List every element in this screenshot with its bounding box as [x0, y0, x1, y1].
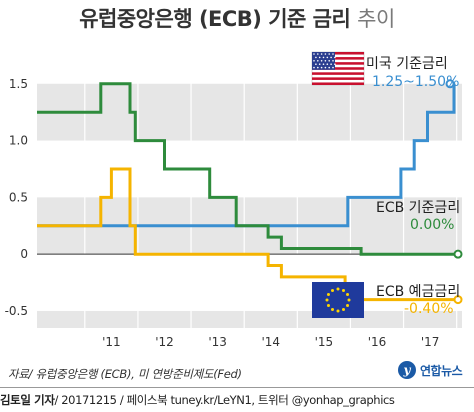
title-main: 유럽중앙은행 (ECB) 기준 금리 [79, 7, 351, 31]
eu-star [326, 304, 330, 307]
reporter-name: 김토일 기자 [0, 393, 55, 407]
title-suffix: 추이 [357, 7, 395, 31]
flag-star [320, 66, 323, 69]
x-tick-label: '16 [368, 335, 387, 349]
flag-stripe [312, 72, 364, 75]
flag-stripe [312, 77, 364, 80]
chart-title: 유럽중앙은행 (ECB) 기준 금리 추이 [0, 6, 474, 32]
flag-star [332, 60, 334, 62]
eu-star [325, 298, 329, 302]
gray-band [37, 83, 462, 141]
y-tick-label: 0.5 [9, 190, 28, 204]
flag-star [313, 53, 315, 55]
x-tick-label: '12 [155, 335, 174, 349]
credit-details: / 20171215 / 페이스북 tuney.kr/LeYN1, 트위터 @y… [54, 393, 395, 407]
y-axis-ticks: 1.5 1.0 0.5 0 -0.5 [5, 77, 28, 318]
eu-star [342, 288, 345, 292]
eu-flag-icon [312, 282, 364, 318]
eu-star [347, 298, 351, 302]
series-end-dot [453, 249, 463, 259]
yonhap-logo-icon: y [398, 361, 416, 379]
flag-stripe [312, 62, 364, 65]
x-tick-label: '11 [102, 335, 121, 349]
vertical-gridlines [84, 44, 458, 328]
flag-star [320, 53, 323, 55]
source-note: 자료/ 유럽중앙은행 (ECB), 미 연방준비제도(Fed) [8, 367, 242, 381]
flag-star [322, 56, 325, 59]
gray-band [37, 310, 462, 328]
legend: 미국 기준금리 1.25~1.50% ECB 기준금리 0.00% ECB 예금… [366, 56, 460, 317]
flag-stripe [312, 82, 364, 85]
flag-star [326, 63, 329, 65]
flag-stripe [312, 52, 364, 55]
flag-star [318, 63, 321, 65]
eu-star [346, 293, 350, 296]
us-flag-icon [311, 51, 365, 86]
series-line [37, 83, 456, 228]
flag-star [324, 53, 327, 55]
legend-deposit-label: ECB 예금금리 [376, 284, 460, 300]
flag-star [318, 56, 321, 59]
flag-star [315, 56, 317, 59]
x-tick-label: '13 [208, 335, 227, 349]
flag-star [324, 60, 327, 62]
yonhap-logo-text: 연합뉴스 [420, 363, 463, 378]
x-tick-label: '14 [261, 335, 280, 349]
series-line [37, 82, 462, 256]
flag-star [334, 56, 336, 59]
flag-star [328, 60, 330, 62]
y-tick-label: -0.5 [5, 304, 28, 318]
legend-ecb-value: 0.00% [410, 217, 454, 233]
x-tick-label: '17 [421, 335, 440, 349]
flag-stripe [312, 67, 364, 70]
flag-stripe [312, 57, 364, 60]
legend-us-label: 미국 기준금리 [366, 56, 448, 72]
y-tick-label: 1.0 [9, 134, 28, 148]
footer-divider [0, 387, 474, 388]
eu-star [331, 308, 334, 312]
flag-star [317, 66, 319, 69]
eu-star [342, 308, 345, 312]
flag-star [313, 66, 315, 69]
flag-star [334, 63, 336, 65]
x-axis-ticks: '11 '12 '13 '14 '15 '16 '17 [102, 335, 439, 349]
yonhap-logo: y 연합뉴스 [398, 361, 463, 379]
flag-star [320, 60, 323, 62]
flag-star [328, 53, 330, 55]
y-tick-label: 0 [20, 247, 28, 261]
flag-star [322, 63, 325, 65]
y-tick-label: 1.5 [9, 77, 28, 91]
flag-star [330, 56, 332, 59]
x-tick-label: '15 [315, 335, 334, 349]
credit-line: 김토일 기자/ 20171215 / 페이스북 tuney.kr/LeYN1, … [0, 392, 474, 408]
flag-star [313, 60, 315, 62]
flag-star [326, 56, 329, 59]
legend-us-value: 1.25~1.50% [372, 74, 459, 90]
eu-star [331, 288, 334, 292]
flag-star [317, 60, 319, 62]
rate-chart: 1.5 1.0 0.5 0 -0.5 '11 '12 '13 '14 '15 '16 '17 미국 … [4, 44, 463, 349]
series-end-dot [453, 295, 463, 305]
eu-star [336, 287, 340, 291]
eu-star [346, 304, 350, 307]
flag-star [315, 63, 317, 65]
flag-star [332, 53, 334, 55]
series-end-dot [445, 79, 455, 89]
flag-star [324, 66, 327, 69]
flag-star [330, 63, 332, 65]
flag-star [328, 66, 330, 69]
eu-star [326, 293, 330, 296]
legend-ecb-label: ECB 기준금리 [376, 200, 460, 216]
eu-star [336, 309, 340, 313]
flag-star [317, 53, 319, 55]
flag-star [332, 66, 334, 69]
legend-deposit-value: -0.40% [404, 301, 454, 317]
